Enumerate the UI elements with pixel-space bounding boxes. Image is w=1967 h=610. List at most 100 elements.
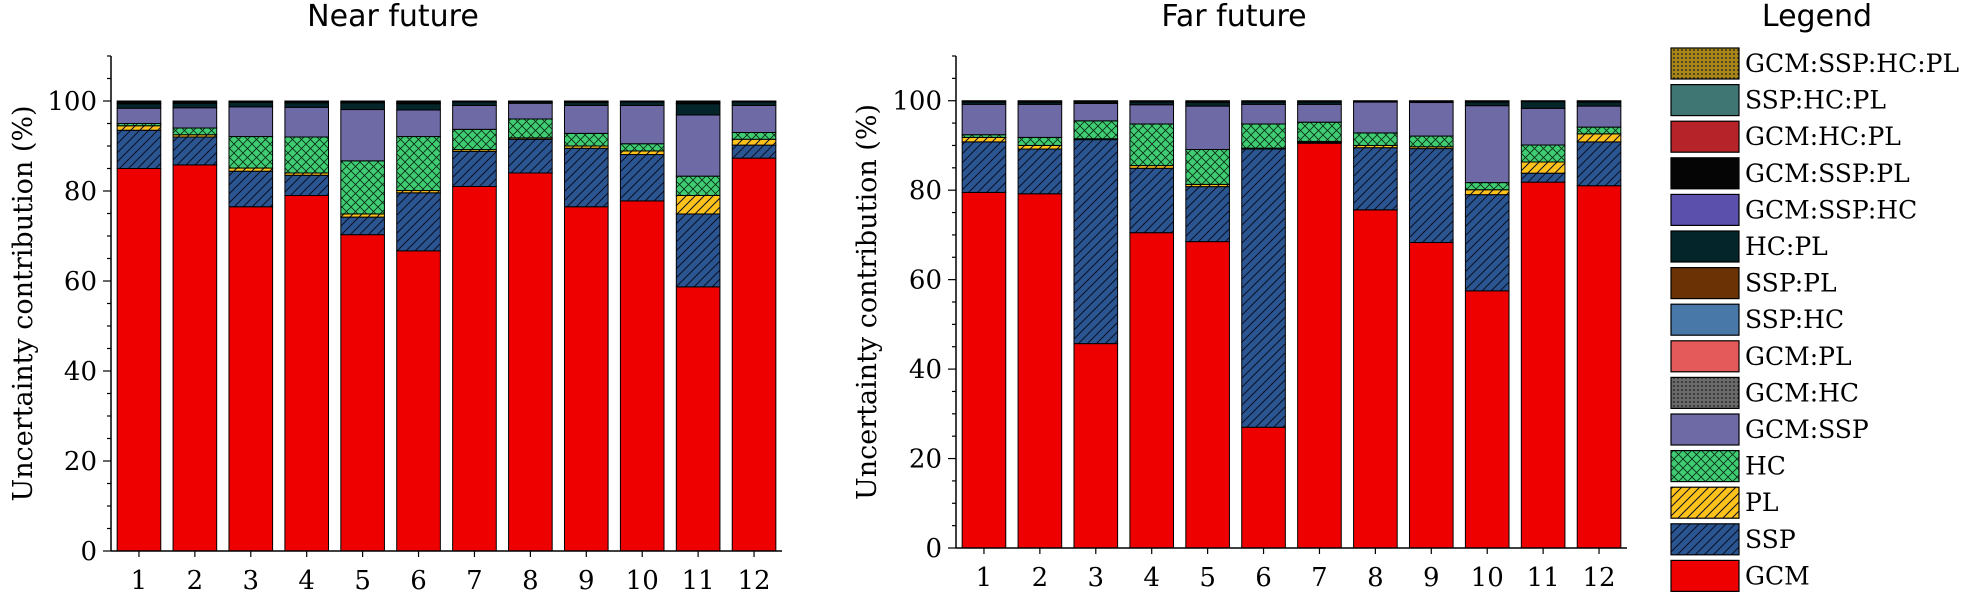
far-bar-gcm-6	[1242, 427, 1286, 548]
near-bar-hc-11	[676, 176, 720, 195]
far-bar-gcm-3	[1074, 344, 1118, 548]
far-bar-gcm-ssp-9	[1409, 103, 1453, 137]
legend-title: Legend	[1762, 0, 1872, 34]
near-bar-gcm-11	[676, 287, 720, 551]
near-x-tick-label-5: 5	[354, 566, 371, 596]
far-bar-ssp-3	[1074, 140, 1118, 344]
far-x-tick-label-9: 9	[1423, 563, 1440, 593]
near-bar-ssp-11	[676, 214, 720, 287]
far-chart-title: Far future	[1161, 0, 1306, 34]
far-bar-gcm-5	[1186, 242, 1230, 548]
near-bar-gcm-ssp-pl-5	[341, 101, 385, 103]
far-x-tick-label-5: 5	[1199, 563, 1216, 593]
near-bar-hc-pl-6	[397, 104, 441, 110]
near-bar-gcm-ssp-4	[285, 107, 329, 137]
legend-label-gcm: GCM	[1745, 561, 1810, 590]
legend-swatch-ssp-pl	[1671, 268, 1739, 299]
far-bar-pl-10	[1465, 190, 1509, 195]
legend-label-gcm-ssp-hc-pl: GCM:SSP:HC:PL	[1745, 49, 1959, 78]
far-bar-hc-6	[1242, 124, 1286, 148]
legend-label-gcm-hc: GCM:HC	[1745, 378, 1859, 407]
far-bar-ssp-9	[1409, 149, 1453, 243]
far-bar-gcm-ssp-pl-11	[1521, 101, 1565, 102]
far-x-tick-label-8: 8	[1367, 563, 1384, 593]
near-bar-gcm-ssp-6	[397, 110, 441, 137]
near-bar-hc-pl-1	[117, 104, 161, 109]
far-bar-hc-9	[1409, 136, 1453, 147]
near-bar-hc-pl-5	[341, 103, 385, 110]
legend-item-ssp: SSP	[1671, 524, 1796, 555]
far-bar-gcm-ssp-pl-2	[1018, 101, 1062, 103]
near-bar-hc-8	[509, 119, 553, 138]
far-bar-ssp-8	[1354, 148, 1398, 210]
legend-label-ssp-hc: SSP:HC	[1745, 305, 1844, 334]
far-bar-gcm-ssp-11	[1521, 108, 1565, 145]
legend-item-gcm-pl: GCM:PL	[1671, 341, 1852, 372]
near-bar-hc-7	[453, 129, 497, 149]
legend-item-gcm-ssp: GCM:SSP	[1671, 414, 1869, 445]
near-bar-gcm-ssp-3	[229, 107, 273, 137]
near-bar-gcm-6	[397, 251, 441, 551]
far-bar-hc-4	[1130, 124, 1174, 166]
far-bar-gcm-ssp-1	[962, 104, 1006, 134]
near-bar-ssp-5	[341, 217, 385, 235]
near-bar-gcm-2	[173, 165, 217, 551]
legend-swatch-gcm-ssp-hc	[1671, 194, 1739, 225]
near-bar-gcm-ssp-1	[117, 108, 161, 123]
near-bar-gcm-ssp-pl-6	[397, 101, 441, 104]
near-y-tick-label-0: 0	[80, 537, 97, 567]
near-bar-gcm-ssp-pl-3	[229, 101, 273, 102]
far-bar-gcm-1	[962, 192, 1006, 548]
near-bar-gcm-ssp-pl-10	[620, 101, 664, 102]
near-bar-gcm-ssp-8	[509, 103, 553, 119]
near-x-tick-label-1: 1	[131, 566, 148, 596]
far-bar-ssp-10	[1465, 195, 1509, 291]
near-bar-hc-4	[285, 137, 329, 173]
far-bar-hc-8	[1354, 133, 1398, 146]
near-bar-ssp-7	[453, 151, 497, 186]
legend-item-gcm-hc-pl: GCM:HC:PL	[1671, 121, 1901, 152]
far-bar-hc-5	[1186, 149, 1230, 184]
far-bar-hc-10	[1465, 183, 1509, 190]
legend-item-gcm-ssp-hc-pl: GCM:SSP:HC:PL	[1671, 48, 1959, 79]
far-bar-ssp-5	[1186, 187, 1230, 242]
near-bar-gcm-10	[620, 201, 664, 551]
far-bar-gcm-ssp-4	[1130, 105, 1174, 124]
legend: Legend GCM:SSP:HC:PL SSP:HC:PL GCM:HC:PL GC…	[1671, 0, 1959, 591]
far-bar-gcm-ssp-6	[1242, 104, 1286, 124]
far-bar-hc-3	[1074, 121, 1118, 139]
legend-item-pl: PL	[1671, 487, 1778, 518]
far-bar-pl-11	[1521, 162, 1565, 173]
legend-swatch-gcm-hc	[1671, 377, 1739, 408]
legend-label-gcm-pl: GCM:PL	[1745, 342, 1852, 371]
near-bar-ssp-8	[509, 139, 553, 173]
near-bar-gcm-ssp-pl-4	[285, 101, 329, 103]
near-bar-hc-pl-2	[173, 103, 217, 108]
far-x-tick-label-3: 3	[1088, 563, 1105, 593]
far-bar-ssp-1	[962, 142, 1006, 193]
legend-label-ssp: SSP	[1745, 525, 1796, 554]
near-bar-ssp-12	[732, 145, 776, 158]
near-bar-ssp-2	[173, 137, 217, 165]
far-bar-gcm-ssp-3	[1074, 103, 1118, 120]
far-bar-gcm-2	[1018, 194, 1062, 548]
far-bar-gcm-ssp-pl-5	[1186, 101, 1230, 103]
near-bar-gcm-ssp-pl-11	[676, 101, 720, 104]
far-bar-gcm-ssp-8	[1354, 102, 1398, 133]
near-bar-gcm-8	[509, 173, 553, 551]
legend-swatch-gcm-ssp-pl	[1671, 158, 1739, 189]
far-bar-hc-11	[1521, 145, 1565, 162]
near-bar-hc-pl-7	[453, 102, 497, 106]
near-bar-gcm-9	[564, 207, 608, 551]
legend-label-pl: PL	[1745, 488, 1778, 517]
near-y-tick-label-40: 40	[64, 357, 97, 387]
far-y-tick-label-60: 60	[909, 266, 942, 296]
legend-swatch-hc-pl	[1671, 231, 1739, 262]
legend-label-gcm-ssp-pl: GCM:SSP:PL	[1745, 159, 1910, 188]
near-bar-gcm-12	[732, 158, 776, 551]
far-bar-pl-2	[1018, 145, 1062, 149]
legend-item-ssp-hc-pl: SSP:HC:PL	[1671, 85, 1886, 116]
near-x-tick-label-9: 9	[578, 566, 595, 596]
near-bar-hc-10	[620, 144, 664, 151]
far-bar-ssp-12	[1577, 142, 1621, 186]
